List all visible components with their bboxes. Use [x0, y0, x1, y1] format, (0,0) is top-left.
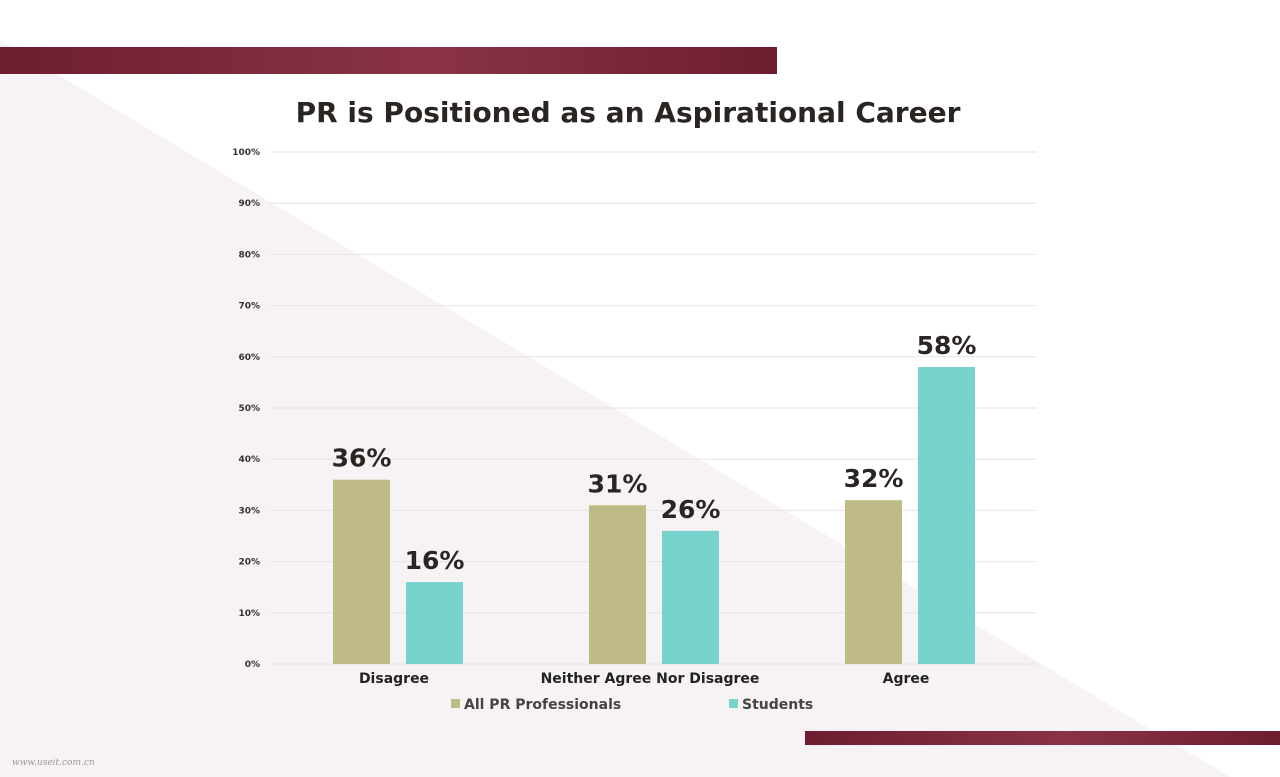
data-label: 26% — [661, 495, 721, 524]
y-tick-label: 50% — [238, 404, 260, 414]
data-label: 31% — [588, 469, 648, 498]
gridlines — [270, 151, 1037, 665]
category-label: Neither Agree Nor Disagree — [541, 671, 760, 687]
top-decorative-band — [0, 47, 777, 74]
bottom-decorative-band — [805, 731, 1280, 745]
legend-label: Students — [742, 697, 813, 713]
legend-label: All PR Professionals — [464, 697, 621, 713]
y-tick-label: 100% — [232, 148, 260, 158]
bars — [333, 367, 975, 664]
category-label: Disagree — [359, 671, 429, 687]
bar — [845, 500, 902, 664]
bar — [918, 367, 975, 664]
y-tick-label: 70% — [238, 302, 260, 312]
legend-swatch — [451, 699, 460, 708]
category-labels: Disagree Neither Agree Nor Disagree Agree — [359, 671, 929, 687]
y-tick-label: 80% — [238, 250, 260, 260]
bar — [406, 582, 463, 664]
y-tick-label: 30% — [238, 506, 260, 516]
category-label: Agree — [883, 671, 930, 687]
data-label: 36% — [332, 444, 392, 473]
bar — [333, 479, 390, 664]
y-tick-label: 10% — [238, 609, 260, 619]
bar — [662, 530, 719, 664]
chart-title: PR is Positioned as an Aspirational Care… — [295, 96, 961, 129]
data-labels: 36% 16% 31% 26% 32% 58% — [332, 331, 977, 575]
y-tick-label: 20% — [238, 558, 260, 568]
data-label: 32% — [844, 464, 904, 493]
data-label: 58% — [917, 331, 977, 360]
y-tick-label: 60% — [238, 353, 260, 363]
y-tick-label: 40% — [238, 455, 260, 465]
legend: All PR Professionals Students — [451, 697, 813, 713]
bar — [589, 505, 646, 664]
y-tick-label: 90% — [238, 199, 260, 209]
y-tick-label: 0% — [245, 660, 260, 670]
data-label: 16% — [405, 546, 465, 575]
y-axis-tick-labels: 0% 10% 20% 30% 40% 50% 60% 70% 80% 90% 100% — [232, 148, 260, 670]
watermark: www.useit.com.cn — [12, 758, 95, 768]
legend-swatch — [729, 699, 738, 708]
